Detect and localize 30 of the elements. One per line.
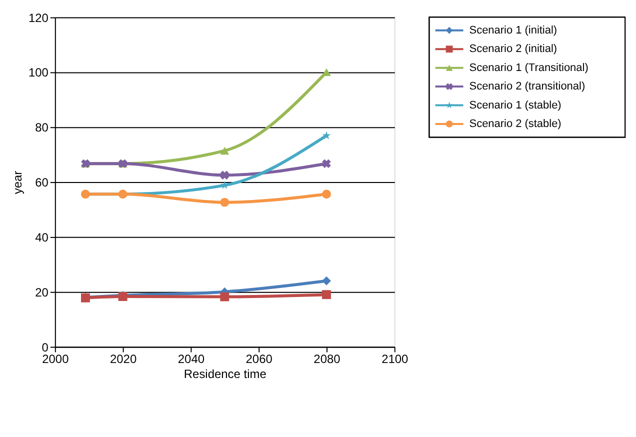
y-tick-label: 40 bbox=[35, 230, 49, 244]
x-tick-label: 2000 bbox=[42, 352, 70, 366]
x-axis-title: Residence time bbox=[184, 367, 267, 382]
x-tick-label: 2100 bbox=[382, 352, 409, 366]
point bbox=[220, 146, 230, 155]
point bbox=[220, 198, 230, 207]
point bbox=[220, 170, 230, 180]
legend-label: Scenario 2 (transitional) bbox=[469, 80, 586, 93]
y-tick-label: 120 bbox=[28, 10, 49, 25]
legend-label: Scenario 1 (stable) bbox=[469, 99, 562, 112]
y-tick-label: 100 bbox=[28, 66, 49, 80]
point bbox=[322, 131, 331, 140]
y-axis-title: year bbox=[10, 170, 24, 194]
y-tick-label: 60 bbox=[35, 176, 49, 190]
legend-label: Scenario 1 (initial) bbox=[469, 24, 558, 36]
point bbox=[220, 292, 230, 302]
legend-label: Scenario 1 (Transitional) bbox=[469, 62, 588, 74]
x-tick-label: 2020 bbox=[110, 352, 137, 366]
y-tick-label: 0 bbox=[42, 340, 49, 354]
y-tick-label: 20 bbox=[35, 285, 49, 300]
legend-label: Scenario 2 (stable) bbox=[469, 118, 562, 130]
legend-label: Scenario 2 (initial) bbox=[469, 43, 558, 56]
y-tick-label: 80 bbox=[35, 120, 49, 135]
x-tick-label: 2080 bbox=[314, 352, 341, 366]
point bbox=[322, 276, 331, 286]
point bbox=[322, 159, 331, 168]
point bbox=[322, 190, 331, 199]
point bbox=[322, 290, 331, 300]
x-tick-label: 2060 bbox=[246, 352, 273, 366]
x-tick-label: 2040 bbox=[178, 352, 205, 366]
